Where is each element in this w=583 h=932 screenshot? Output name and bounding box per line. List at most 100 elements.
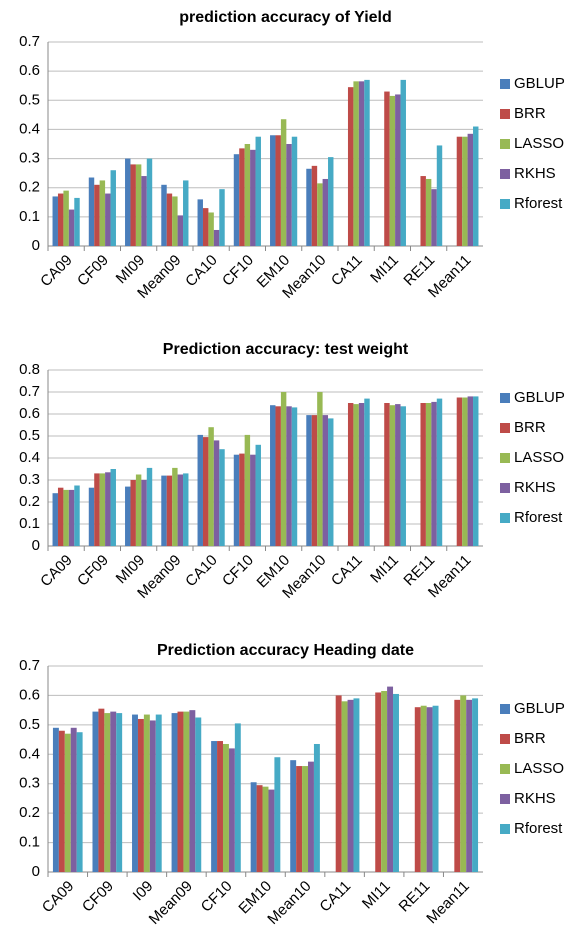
x-tick-label: CF10: [219, 252, 257, 290]
bar: [384, 403, 390, 546]
bar: [473, 126, 479, 246]
bar: [219, 449, 225, 546]
bar: [166, 193, 173, 246]
y-tick-label: 0.3: [19, 775, 40, 792]
legend-label: Rforest: [514, 820, 563, 837]
bar: [183, 711, 190, 872]
bar: [177, 215, 184, 246]
bar: [57, 193, 64, 246]
bar: [393, 693, 399, 872]
bar: [172, 196, 178, 246]
bar: [52, 196, 58, 246]
bar: [456, 136, 463, 246]
y-tick-label: 0.5: [19, 427, 40, 444]
y-tick-label: 0.4: [19, 745, 40, 762]
bar: [141, 176, 147, 246]
legend-label: GBLUP: [514, 389, 565, 406]
legend-swatch: [500, 734, 510, 744]
bar: [68, 489, 75, 546]
bar: [353, 404, 359, 546]
x-tick-label: CF10: [219, 552, 257, 590]
bar: [98, 708, 105, 872]
bar: [311, 165, 318, 246]
bar: [195, 717, 202, 872]
bar: [141, 480, 147, 546]
bar: [256, 785, 263, 872]
bar: [462, 397, 468, 546]
legend-label: BRR: [514, 105, 546, 122]
bar: [177, 474, 184, 546]
bar: [143, 714, 150, 872]
x-tick-label: CA11: [328, 552, 366, 590]
bar: [197, 434, 203, 546]
bar: [317, 392, 323, 546]
bar: [375, 692, 382, 872]
y-tick-label: 0.2: [19, 493, 40, 510]
bar: [161, 184, 167, 246]
bar: [244, 434, 251, 546]
bar: [110, 711, 117, 872]
bar: [161, 475, 167, 546]
y-tick-label: 0.1: [19, 515, 40, 532]
bar: [63, 489, 69, 546]
bar: [389, 95, 396, 247]
bar: [473, 396, 479, 546]
bar: [280, 119, 287, 246]
y-tick-label: 0.3: [19, 150, 40, 167]
bar: [306, 168, 312, 246]
bar: [135, 474, 142, 546]
x-tick-label: Mean10: [264, 878, 314, 928]
bar: [202, 208, 209, 246]
bar: [94, 184, 100, 246]
legend-swatch: [500, 139, 510, 149]
bar: [313, 743, 320, 872]
y-tick-label: 0.5: [19, 91, 40, 108]
legend-label: RKHS: [514, 790, 556, 807]
bar: [275, 406, 281, 546]
bar: [166, 475, 173, 546]
bar: [125, 158, 131, 246]
chart-title: prediction accuracy of Yield: [179, 9, 392, 26]
bar: [353, 698, 360, 872]
bar: [94, 473, 100, 546]
legend-label: Rforest: [514, 195, 563, 212]
bar: [462, 136, 468, 246]
bar: [389, 405, 396, 546]
legend-swatch: [500, 79, 510, 89]
bar: [68, 209, 75, 246]
legend-label: LASSO: [514, 760, 564, 777]
bar: [341, 701, 348, 872]
bar: [364, 79, 370, 246]
bar: [426, 707, 433, 872]
bar: [358, 81, 365, 246]
bar: [177, 711, 184, 872]
bar: [296, 766, 303, 872]
bar: [202, 437, 209, 546]
y-tick-label: 0.4: [19, 449, 40, 466]
legend-swatch: [500, 199, 510, 209]
bar: [76, 732, 83, 872]
bar: [146, 158, 153, 246]
bar: [234, 723, 241, 872]
bar: [280, 392, 287, 546]
x-tick-label: MI11: [367, 252, 402, 287]
bar: [74, 197, 80, 246]
x-tick-label: CA11: [316, 878, 354, 916]
legend-label: BRR: [514, 730, 546, 747]
bar: [381, 691, 388, 872]
bar: [328, 418, 334, 546]
y-tick-label: 0.7: [19, 657, 40, 674]
bar: [74, 485, 80, 546]
bar: [335, 695, 342, 872]
x-tick-label: CA10: [182, 252, 221, 291]
legend-swatch: [500, 794, 510, 804]
legend-swatch: [500, 513, 510, 523]
bar: [270, 135, 276, 246]
bar: [197, 199, 203, 246]
bar: [466, 699, 473, 872]
bar: [135, 164, 142, 246]
x-tick-label: CF10: [198, 878, 236, 916]
bar: [250, 454, 256, 546]
bar: [414, 707, 421, 872]
bar: [189, 710, 196, 872]
